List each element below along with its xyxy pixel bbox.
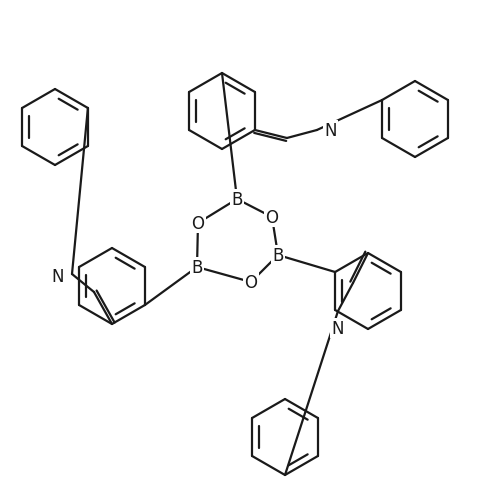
Text: N: N: [51, 267, 64, 286]
Text: O: O: [265, 209, 278, 227]
Text: B: B: [231, 191, 242, 209]
Text: N: N: [323, 122, 336, 140]
Text: B: B: [191, 258, 202, 276]
Text: O: O: [244, 274, 257, 291]
Text: N: N: [331, 319, 344, 337]
Text: B: B: [272, 247, 283, 264]
Text: O: O: [191, 215, 204, 232]
